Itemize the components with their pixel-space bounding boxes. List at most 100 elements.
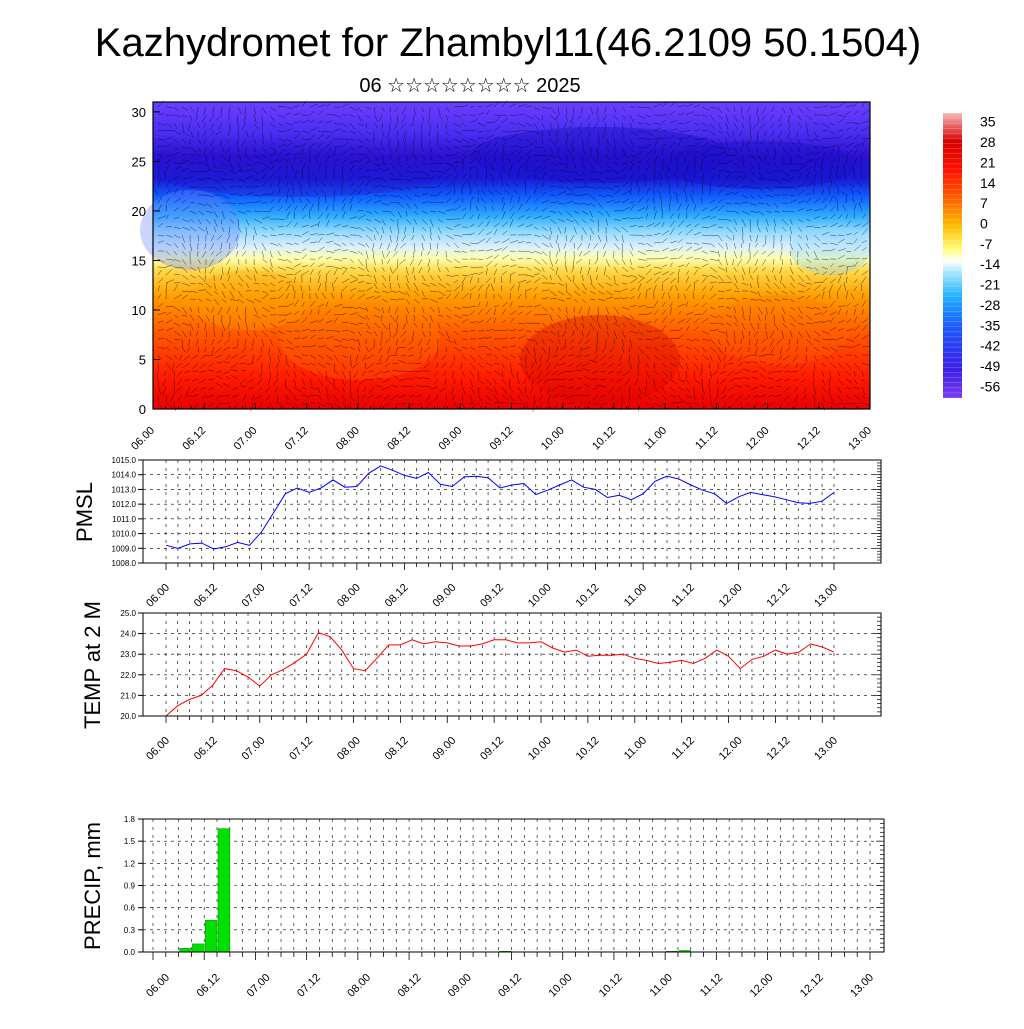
x-tick-label: 07.00 [245, 972, 273, 1000]
colorbar-label: 28 [980, 134, 996, 150]
heatmap-variations [140, 127, 870, 405]
x-tick-label: 13.00 [848, 972, 876, 1000]
pmsl-y-axis: 1008.0 1009.0 1010.0 1011.0 1012.0 1013.0 1014… [112, 456, 143, 568]
x-tick-label: 12.12 [764, 735, 792, 763]
temp-frame [142, 612, 882, 717]
pmsl-panel: 1008.0 1009.0 1010.0 1011.0 1012.0 1013.0 1014… [72, 456, 882, 610]
y-tick-label: 0.0 [124, 948, 136, 957]
y-tick-label: 5 [139, 352, 146, 367]
x-tick-label: 12.12 [764, 582, 792, 610]
y-tick-label: 1.5 [124, 837, 136, 846]
pmsl-series-line [165, 465, 835, 550]
x-tick-label: 11.00 [622, 582, 649, 609]
x-tick-label: 09.12 [488, 425, 516, 453]
x-tick-label: 08.00 [345, 972, 373, 1000]
x-tick-label: 06.12 [192, 735, 220, 763]
precip-ylabel: PRECIP, mm [80, 822, 105, 950]
heatmap-patch [160, 153, 440, 197]
x-tick-label: 09.00 [430, 735, 458, 763]
x-tick-label: 08.00 [335, 582, 363, 610]
precip-bar [179, 948, 192, 953]
heatmap-patch [470, 127, 730, 183]
y-tick-label: 0.3 [124, 926, 136, 935]
x-tick-label: 07.00 [240, 582, 268, 610]
x-tick-label: 12.12 [795, 425, 823, 453]
y-tick-label: 1.2 [124, 859, 136, 868]
y-tick-label: 1.8 [124, 815, 136, 824]
y-tick-label: 1013.0 [112, 485, 137, 494]
colorbar-label: 35 [980, 114, 996, 130]
x-tick-label: 12.00 [744, 425, 772, 453]
colorbar: 35 28 21 14 7 0 -7 -14 -21 -28 -35 -42 -49 -56 [943, 112, 1000, 399]
x-tick-label: 10.00 [526, 735, 554, 763]
x-tick-label: 13.00 [812, 735, 840, 763]
y-tick-label: 1014.0 [112, 471, 137, 480]
wind-vectors [154, 100, 871, 412]
wind-vector-lines [154, 100, 871, 412]
pmsl-x-axis: 06.00 06.12 07.00 07.12 08.00 08.12 09.00 09.12… [144, 563, 840, 610]
x-tick-label: 11.00 [642, 425, 669, 452]
heatmap-patch [140, 190, 240, 270]
y-tick-label: 1012.0 [112, 500, 137, 509]
y-tick-label: 1008.0 [112, 559, 137, 568]
colorbar-labels: 35 28 21 14 7 0 -7 -14 -21 -28 -35 -42 -49 -56 [980, 114, 1000, 395]
colorbar-label: 14 [980, 175, 996, 191]
y-tick-label: 20 [132, 204, 146, 219]
x-tick-label: 10.12 [574, 735, 602, 763]
x-tick-label: 07.12 [287, 582, 315, 610]
y-tick-label: 30 [132, 105, 146, 120]
heatmap-patch [280, 300, 440, 380]
x-tick-label: 07.00 [240, 735, 268, 763]
temp-x-axis: 06.00 06.12 07.00 07.12 08.00 08.12 09.00 09.12… [144, 716, 840, 763]
heatmap-patch [790, 225, 870, 275]
x-tick-label: 11.00 [648, 972, 675, 999]
y-tick-label: 23.0 [120, 650, 136, 659]
temp-y-axis: 20.0 21.0 22.0 23.0 24.0 25.0 [120, 609, 143, 721]
x-tick-label: 09.12 [496, 972, 524, 1000]
x-tick-label: 07.12 [287, 735, 315, 763]
x-tick-label: 06.12 [194, 972, 222, 1000]
y-tick-label: 0.9 [124, 882, 136, 891]
temp-grid [143, 612, 881, 717]
colorbar-bands [943, 112, 962, 399]
heatmap-patch [660, 141, 860, 189]
figure-subtitle: 06 ☆☆☆☆☆☆☆☆ 2025 [359, 75, 580, 97]
x-tick-label: 10.00 [526, 582, 554, 610]
x-tick-label: 07.12 [283, 425, 311, 453]
x-tick-label: 09.12 [478, 582, 506, 610]
precip-grid [143, 818, 884, 953]
x-tick-label: 09.12 [478, 735, 506, 763]
x-tick-label: 09.00 [446, 972, 474, 1000]
y-tick-label: 15 [132, 253, 146, 268]
precip-x-axis: 06.00 06.12 07.00 07.12 08.00 08.12 09.00 09.12… [144, 952, 876, 1000]
temp-panel: 20.0 21.0 22.0 23.0 24.0 25.0 06.00 06.12 07.00… [80, 601, 882, 763]
x-tick-label: 06.12 [192, 582, 220, 610]
cross-section-panel: 0 5 10 15 20 25 30 06.00 06.12 07.00 07.12 08.00 08… [129, 100, 874, 453]
y-tick-label: 25 [132, 154, 146, 169]
colorbar-label: -56 [980, 378, 1000, 394]
x-tick-label: 07.00 [232, 425, 260, 453]
x-tick-label: 12.12 [798, 972, 826, 1000]
colorbar-label: -35 [980, 317, 1000, 333]
x-tick-label: 10.00 [539, 425, 567, 453]
x-tick-label: 06.00 [129, 425, 157, 453]
y-tick-label: 24.0 [120, 630, 136, 639]
y-tick-label: 0 [139, 402, 146, 417]
x-tick-label: 07.12 [295, 972, 323, 1000]
heatmap-field [153, 102, 870, 409]
precip-y-axis: 0.0 0.3 0.6 0.9 1.2 1.5 1.8 [124, 815, 143, 957]
x-tick-label: 12.00 [748, 972, 776, 1000]
x-tick-label: 10.12 [597, 972, 625, 1000]
x-tick-label: 08.00 [334, 425, 362, 453]
x-tick-label: 11.12 [670, 582, 697, 609]
colorbar-label: -28 [980, 297, 1000, 313]
x-tick-label: 11.12 [670, 735, 697, 762]
x-tick-label: 10.12 [590, 425, 618, 453]
temp-ylabel: TEMP at 2 M [80, 601, 105, 729]
heatmap-x-axis: 06.00 06.12 07.00 07.12 08.00 08.12 09.00 09.12… [129, 403, 874, 453]
x-tick-label: 06.12 [180, 425, 208, 453]
colorbar-label: -42 [980, 338, 1000, 354]
x-tick-label: 13.00 [812, 582, 840, 610]
